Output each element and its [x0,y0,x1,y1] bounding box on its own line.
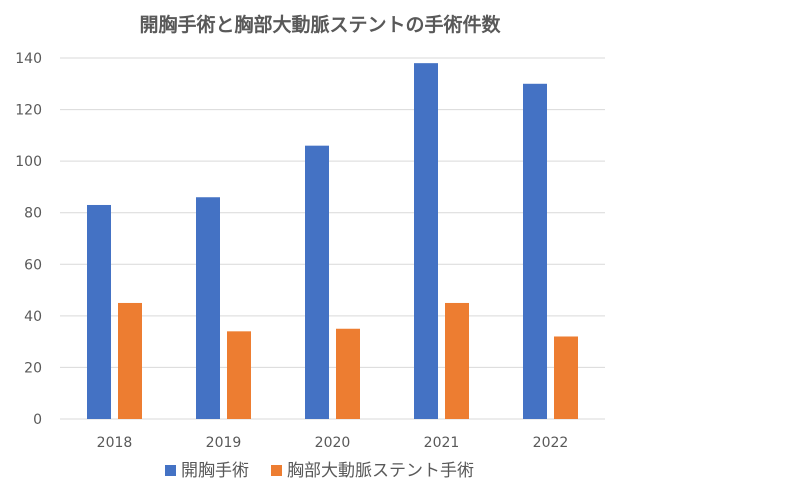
bar-series-2-2019 [227,331,251,419]
y-tick-label: 100 [15,154,42,170]
bars [87,63,578,420]
bar-series-2-2020 [336,328,360,419]
y-axis-ticks: 0 20 40 60 80 100 120 140 [15,51,42,428]
bar-series-1-2019 [196,197,220,419]
bar-series-2-2021 [445,302,469,419]
gridlines [60,57,605,420]
bar-series-2-2022 [554,336,578,419]
x-tick-label: 2019 [206,435,242,451]
y-tick-label: 20 [24,360,42,376]
x-tick-label: 2018 [97,435,133,451]
y-tick-label: 120 [15,103,42,119]
y-tick-label: 0 [33,412,42,428]
legend: 開胸手術 胸部大動脈ステント手術 [165,461,474,481]
legend-swatch-series-1 [165,465,176,476]
x-tick-label: 2022 [533,435,569,451]
chart-title: 開胸手術と胸部大動脈ステントの手術件数 [139,13,501,36]
legend-label-series-1: 開胸手術 [181,461,249,481]
y-tick-label: 140 [15,51,42,67]
bar-series-2-2018 [118,302,142,419]
bar-series-1-2018 [87,204,111,419]
y-tick-label: 60 [24,257,42,273]
bar-series-1-2022 [523,83,547,420]
bar-series-1-2021 [414,63,438,420]
y-tick-label: 40 [24,309,42,325]
x-tick-label: 2021 [424,435,460,451]
legend-label-series-2: 胸部大動脈ステント手術 [287,461,474,481]
y-tick-label: 80 [24,206,42,222]
bar-series-1-2020 [305,145,329,419]
x-axis-ticks: 2018 2019 2020 2021 2022 [97,435,569,451]
x-tick-label: 2020 [315,435,351,451]
legend-swatch-series-2 [271,465,282,476]
